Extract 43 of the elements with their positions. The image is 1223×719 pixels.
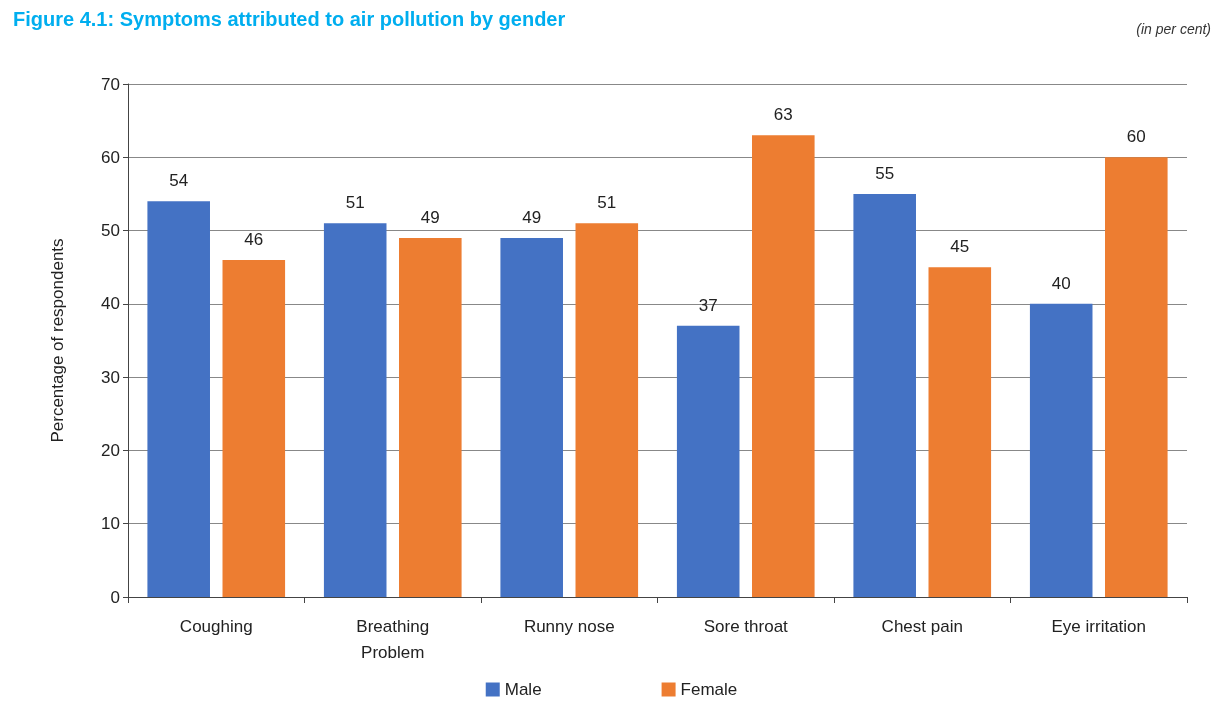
bar [1029, 303, 1093, 597]
chart-title: Figure 4.1: Symptoms attributed to air pollution by gender [13, 8, 566, 30]
data-label: 51 [345, 193, 365, 213]
bar [399, 237, 462, 597]
bar [853, 193, 916, 597]
data-label: 40 [1051, 273, 1071, 293]
y-tick-label: 20 [101, 440, 120, 460]
legend-label: Female [680, 680, 738, 699]
data-label: 49 [522, 207, 542, 227]
bar [752, 135, 815, 597]
data-label: 46 [244, 229, 264, 249]
bar [575, 223, 639, 597]
bar [222, 259, 286, 597]
x-tick-label: Breathing Problem [356, 616, 430, 662]
y-tick-label: 10 [101, 514, 120, 534]
x-tick-label: Chest pain [881, 616, 963, 636]
y-tick-label: 60 [101, 147, 120, 167]
y-tick-label: 0 [110, 587, 120, 607]
bar [1105, 157, 1168, 597]
data-label: 49 [420, 207, 440, 227]
x-tick-label: Coughing [179, 616, 253, 636]
x-tick-label: Sore throat [703, 616, 789, 636]
bar [500, 237, 563, 597]
bar [928, 267, 992, 597]
text: (in per cent) [1136, 21, 1212, 37]
bar [147, 201, 210, 597]
y-tick-label: 30 [101, 367, 120, 387]
data-label: 51 [597, 193, 617, 213]
data-label: 60 [1126, 127, 1146, 147]
data-label: 63 [773, 105, 793, 125]
x-tick-label: Eye irritation [1051, 616, 1146, 636]
data-label: 37 [698, 295, 718, 315]
y-tick-label: 50 [101, 221, 120, 241]
legend-label: Male [504, 680, 542, 699]
bar [323, 223, 387, 597]
y-tick-label: 40 [101, 294, 120, 314]
bar [676, 325, 740, 597]
data-label: 45 [950, 237, 970, 257]
y-tick-label: 70 [101, 74, 120, 94]
data-label: 54 [169, 171, 189, 191]
data-label: 55 [875, 163, 895, 183]
x-tick-label: Runny nose [523, 616, 615, 636]
y-axis-title: Percentage of respondents [48, 238, 67, 443]
